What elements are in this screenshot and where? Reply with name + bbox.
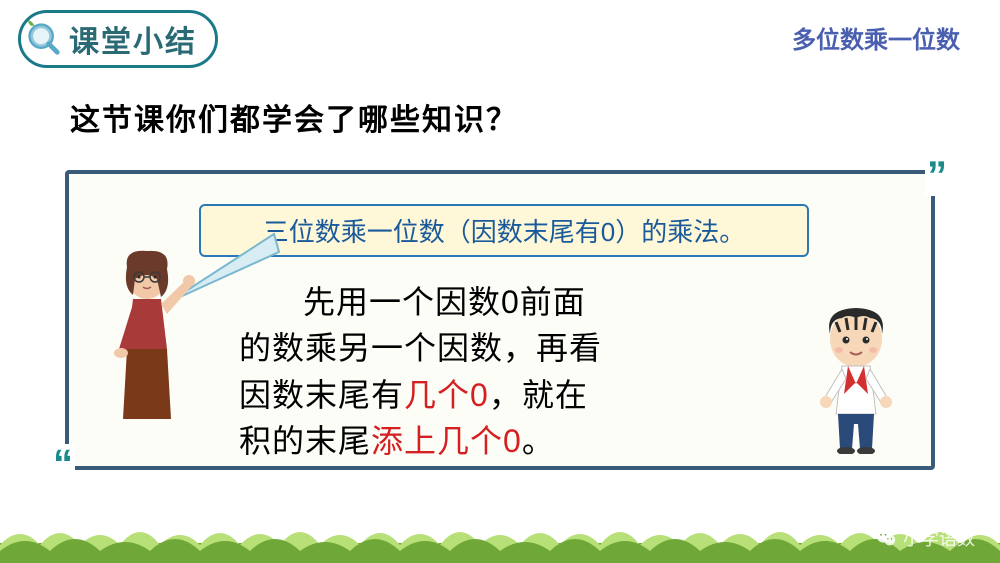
teacher-character	[99, 249, 199, 429]
content-box: ” “ 三位数乘一位数（因数末尾有0）的乘法。 先用一个因数0前面 的数乘另一个…	[65, 170, 935, 470]
wechat-icon	[875, 527, 897, 549]
grass-footer	[0, 513, 1000, 563]
text-segment: 积的末尾	[239, 423, 371, 459]
text-segment: 的数乘另一个因数，再看	[239, 330, 602, 366]
quote-bottom-icon: “	[51, 444, 75, 484]
inner-highlight-box: 三位数乘一位数（因数末尾有0）的乘法。	[199, 204, 809, 257]
text-segment: 。	[522, 423, 555, 459]
highlight-text: 添上几个0	[371, 423, 522, 459]
watermark-text: 小学语数	[903, 525, 975, 551]
text-segment: 因数末尾有	[239, 377, 404, 413]
topic-label: 多位数乘一位数	[792, 20, 960, 55]
text-segment: ，就在	[489, 377, 588, 413]
question-text: 这节课你们都学会了哪些知识？	[70, 95, 518, 139]
highlight-text: 几个0	[404, 377, 489, 413]
header-title: 课堂小结	[69, 17, 197, 61]
watermark: 小学语数	[875, 525, 975, 551]
text-segment: 先用一个因数0前面	[303, 284, 586, 320]
header-badge: 课堂小结	[18, 10, 218, 68]
quote-top-icon: ”	[925, 156, 949, 196]
main-text: 先用一个因数0前面 的数乘另一个因数，再看 因数末尾有几个0，就在 积的末尾添上…	[239, 279, 799, 465]
student-character	[806, 304, 906, 454]
magnifier-icon	[25, 20, 63, 58]
header: 课堂小结	[18, 10, 218, 68]
